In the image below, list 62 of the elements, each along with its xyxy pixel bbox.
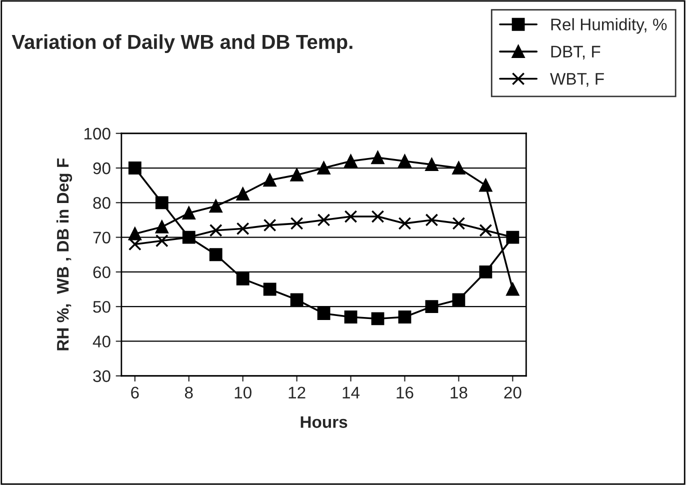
point	[398, 310, 412, 324]
x-tick-label: 12	[288, 386, 306, 398]
x-tick-label: 18	[450, 386, 468, 399]
y-tick-label: 30	[93, 370, 110, 382]
point	[506, 282, 520, 296]
point	[209, 224, 222, 237]
y-tick-label: 40	[92, 336, 110, 348]
point	[479, 265, 492, 278]
y-tick-label: 90	[93, 162, 110, 174]
point	[155, 196, 168, 210]
point	[236, 272, 250, 286]
point	[479, 178, 492, 192]
point	[155, 234, 168, 248]
point	[290, 168, 304, 182]
x-tick-label: 16	[396, 386, 414, 399]
point	[209, 200, 222, 213]
point	[236, 222, 250, 236]
x-axis-title: Hours	[300, 416, 348, 428]
point	[398, 154, 412, 168]
point	[290, 293, 304, 306]
y-tick-label: 50	[93, 300, 110, 313]
point	[452, 293, 466, 306]
x-tick-label: 10	[234, 386, 252, 399]
point	[452, 216, 466, 230]
y-tick-label: 70	[93, 232, 110, 244]
legend-label: Rel Humidity, %	[551, 18, 667, 34]
point	[155, 220, 168, 234]
point	[263, 174, 276, 187]
point	[317, 162, 330, 174]
point	[425, 300, 438, 314]
point	[344, 210, 358, 223]
x-tick-label: 8	[184, 386, 193, 399]
point	[425, 158, 438, 172]
point	[479, 224, 492, 237]
point	[425, 214, 438, 226]
y-tick-label: 80	[93, 197, 110, 209]
x-tick-label: 20	[504, 386, 522, 399]
point	[317, 214, 330, 226]
y-axis-title: RH %, WB , DB in Deg F	[56, 158, 72, 350]
point	[128, 227, 142, 240]
point	[290, 216, 304, 230]
legend-label: WBT, F	[550, 73, 604, 87]
point	[317, 307, 330, 320]
x-tick-label: 6	[131, 386, 139, 399]
point	[263, 218, 276, 232]
point	[398, 216, 412, 230]
y-tick-label: 100	[84, 128, 110, 140]
x-tick-label: 14	[342, 386, 360, 398]
point	[128, 162, 142, 174]
point	[452, 162, 466, 174]
chart-title: Variation of Daily WB and DB Temp.	[12, 34, 352, 54]
point	[263, 282, 276, 296]
point	[344, 154, 358, 168]
y-tick-label: 60	[93, 266, 110, 278]
point	[371, 210, 384, 223]
point	[209, 248, 222, 262]
point	[371, 312, 384, 326]
legend-label: DBT, F	[551, 46, 600, 60]
point	[236, 188, 250, 200]
point	[371, 151, 384, 164]
point	[182, 206, 196, 220]
point	[344, 310, 358, 324]
